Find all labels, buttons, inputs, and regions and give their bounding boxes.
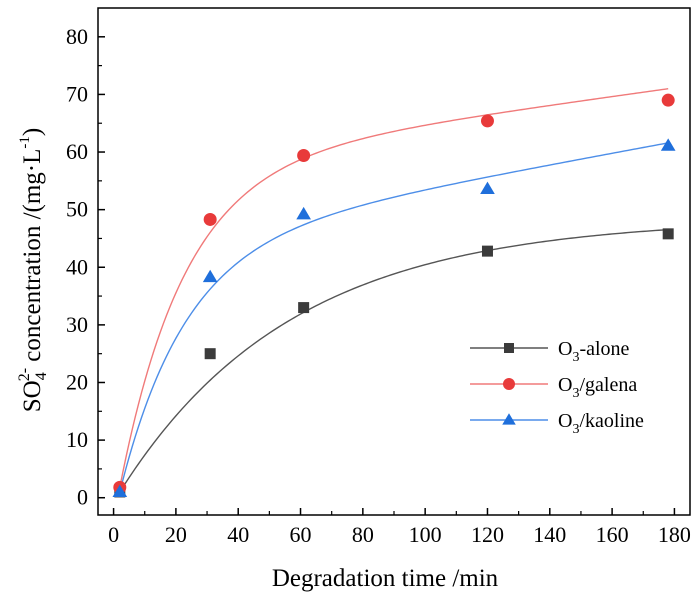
y-axis-title-sup: 2-: [16, 368, 33, 381]
y-axis: 0 10 20 30 40 50 60 70 80: [66, 24, 105, 510]
y-axis-title: SO42- concentration /(mg·L-1): [16, 128, 50, 413]
data-point-2-1: [202, 269, 218, 283]
data-point-1-4: [661, 93, 675, 107]
y-tick-label: 10: [66, 427, 88, 452]
y-axis-title-sub: 4: [33, 372, 50, 380]
legend-label-1: O3/galena: [558, 374, 637, 401]
x-tick-label: 100: [409, 522, 442, 547]
legend-marker-2: [502, 413, 516, 425]
x-tick-label: 160: [596, 522, 629, 547]
fit-lines: [119, 88, 669, 493]
x-tick-label: 180: [658, 522, 691, 547]
data-point-2-4: [660, 138, 676, 151]
data-point-2-3: [480, 181, 495, 194]
legend-label-0: O3-alone: [558, 338, 630, 365]
x-tick-label: 0: [108, 522, 119, 547]
y-tick-label: 40: [66, 254, 88, 279]
x-tick-label: 140: [533, 522, 566, 547]
x-axis-title: Degradation time /min: [272, 565, 499, 592]
fit-line-2: [119, 142, 669, 493]
legend: O3-alone O3/galena O3/kaoline: [470, 338, 644, 437]
y-axis-title-prefix: SO: [19, 380, 46, 412]
data-point-0-4: [662, 228, 674, 240]
x-tick-label: 20: [165, 522, 187, 547]
data-point-1-1: [203, 212, 217, 226]
y-tick-label: 20: [66, 369, 88, 394]
x-tick-label: 120: [471, 522, 504, 547]
y-tick-label: 30: [66, 312, 88, 337]
data-point-0-3: [481, 245, 493, 257]
data-point-1-3: [480, 114, 494, 128]
x-axis: 0 20 40 60 80 100 120 140 160 180: [108, 508, 691, 547]
legend-label-2: O3/kaoline: [558, 410, 644, 437]
legend-marker-0: [504, 343, 514, 353]
y-tick-label: 60: [66, 139, 88, 164]
y-axis-title-dot: ·: [19, 164, 46, 172]
legend-marker-1: [503, 378, 515, 390]
fit-line-1: [119, 88, 669, 488]
data-point-0-1: [204, 348, 216, 360]
y-axis-title-middle: concentration /(mg: [19, 172, 46, 368]
x-tick-label: 80: [352, 522, 374, 547]
y-axis-title-unit: L: [19, 149, 46, 164]
y-tick-label: 70: [66, 81, 88, 106]
y-axis-title-suffix: ): [19, 128, 46, 136]
fit-line-0: [119, 228, 669, 493]
data-point-1-2: [297, 148, 311, 162]
x-tick-label: 60: [290, 522, 312, 547]
y-tick-label: 50: [66, 197, 88, 222]
y-axis-title-unit-sup: -1: [17, 136, 33, 149]
x-tick-label: 40: [227, 522, 249, 547]
data-point-2-2: [296, 206, 311, 220]
data-point-2-0: [112, 484, 128, 498]
data-point-0-2: [298, 302, 310, 314]
y-tick-label: 0: [77, 485, 88, 510]
data-markers: [112, 93, 676, 498]
y-tick-label: 80: [66, 24, 88, 49]
